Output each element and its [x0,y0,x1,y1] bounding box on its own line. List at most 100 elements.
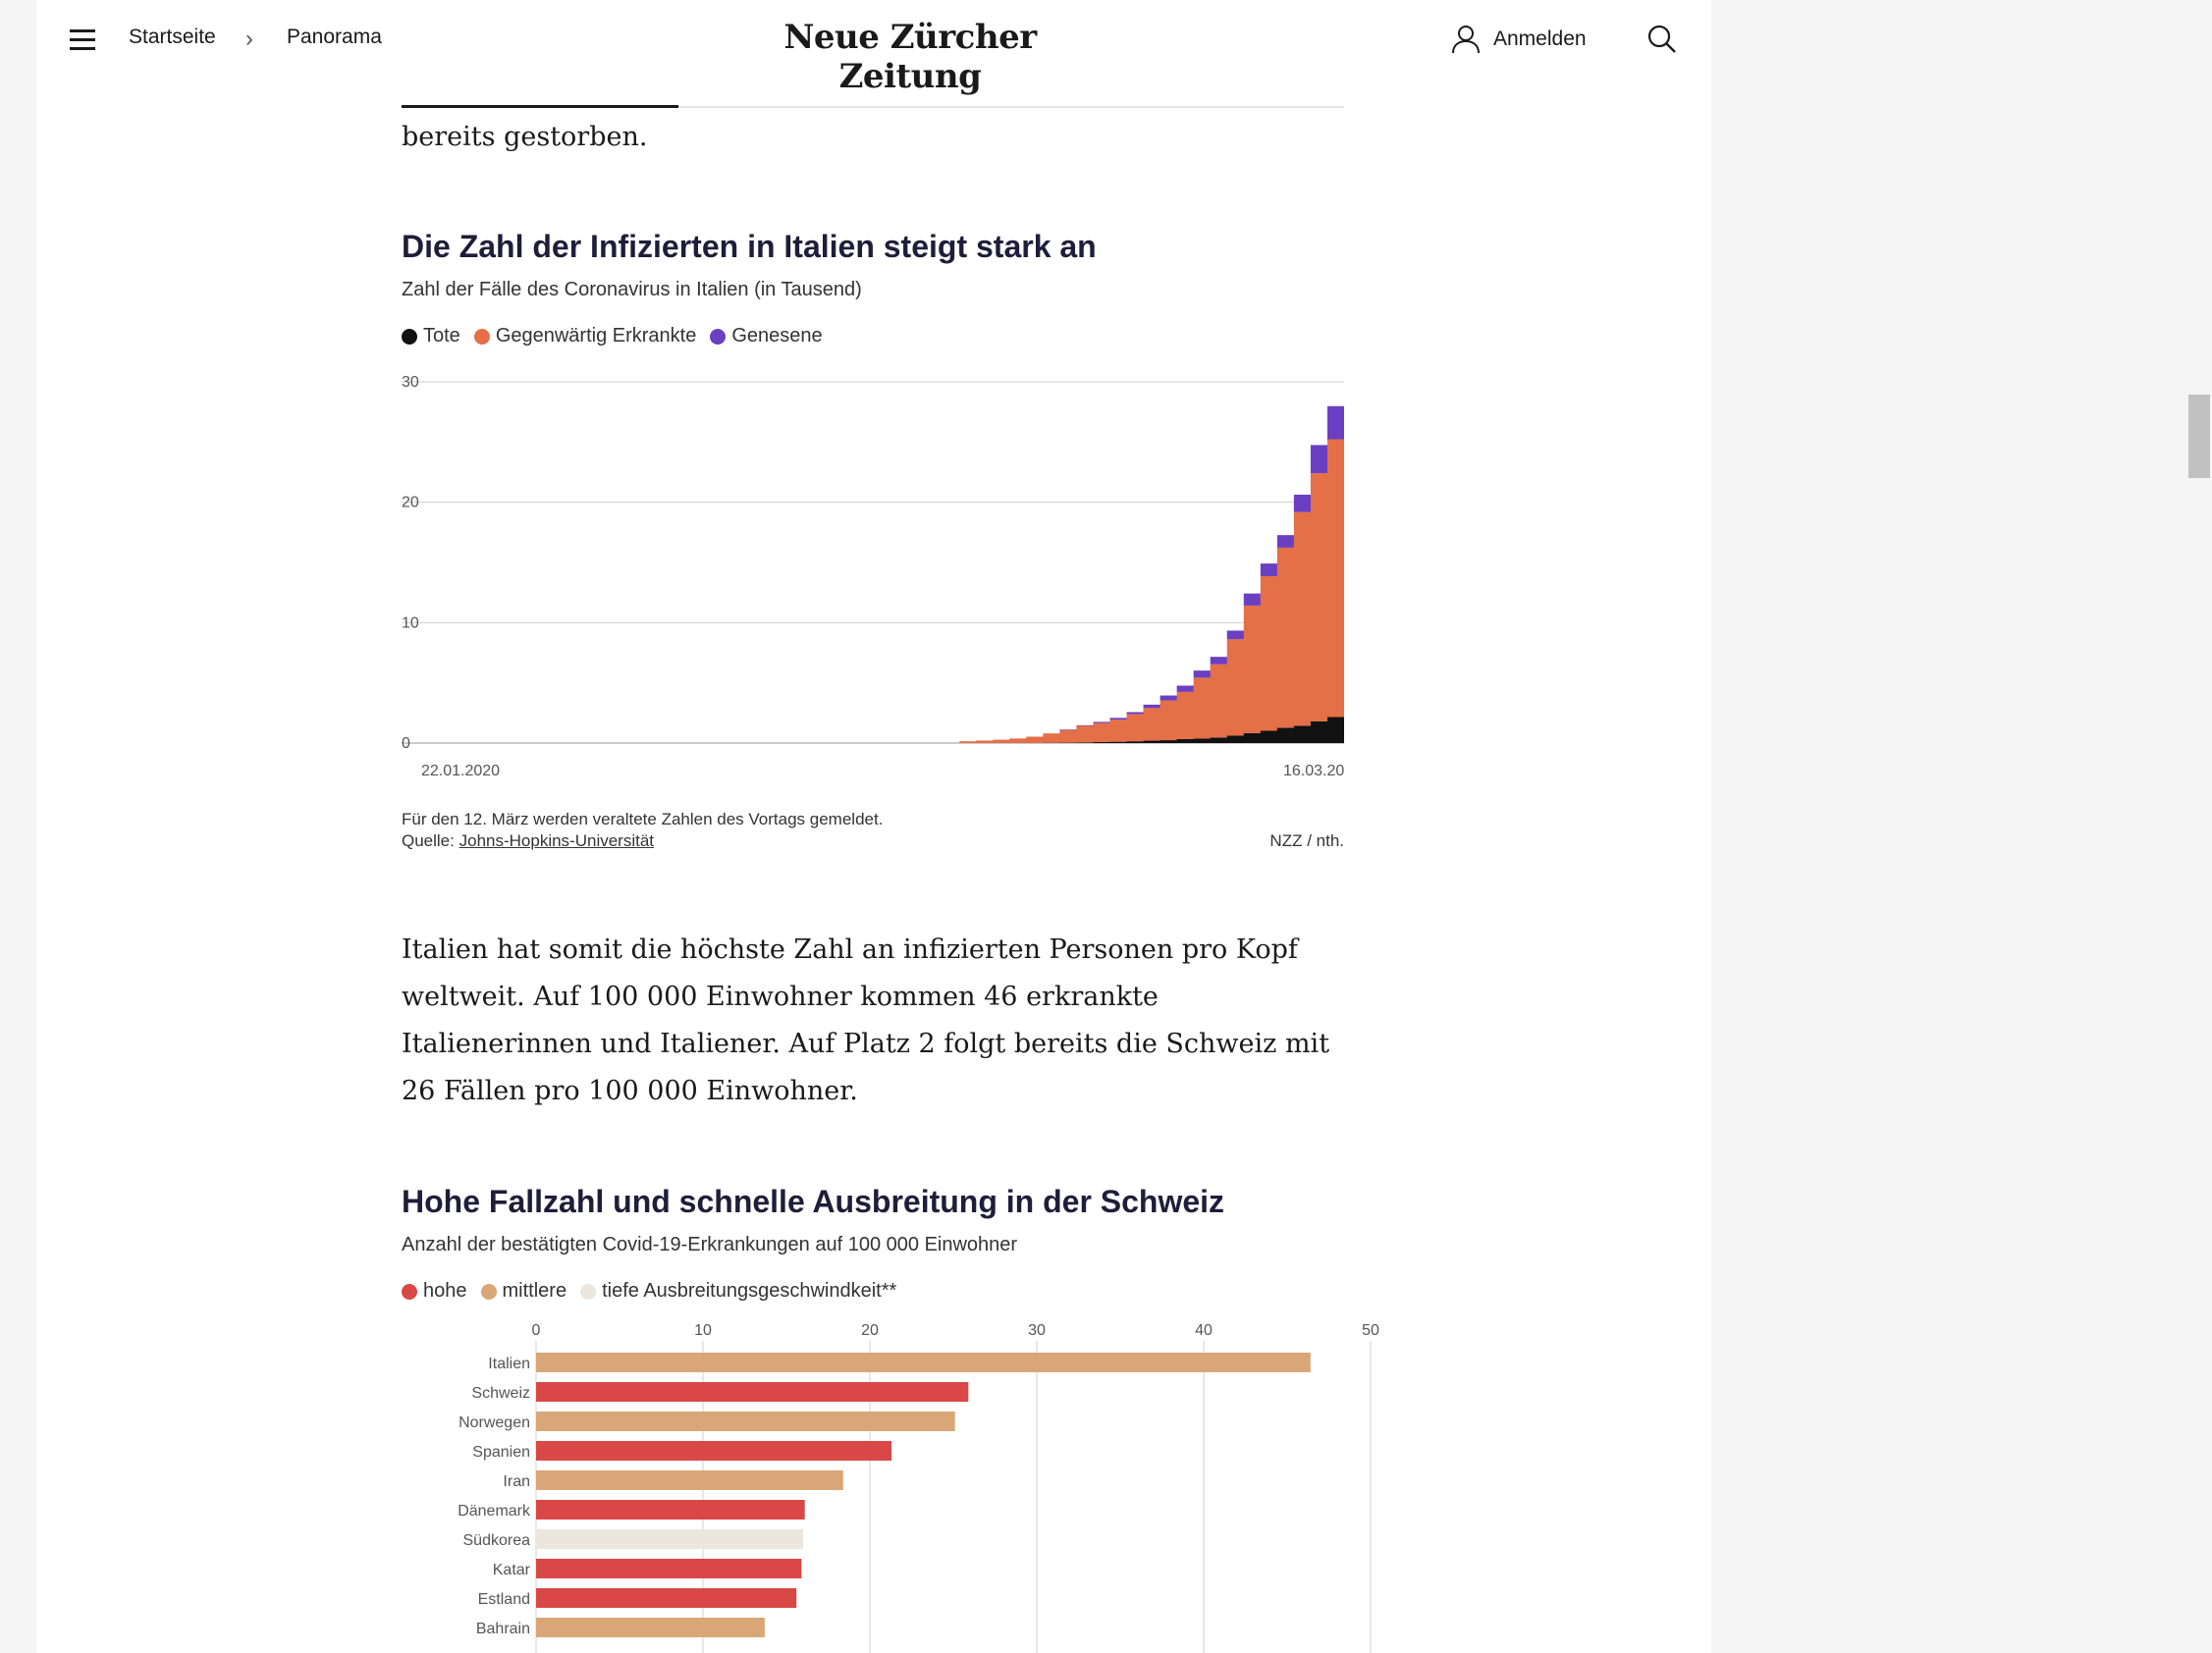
reading-progress-bar [402,105,678,108]
bar-tote [1226,735,1245,743]
legend-item-erkrankte: Gegenwärtig Erkrankte [473,325,696,347]
bar-erkrankte [1109,720,1128,742]
bar-erkrankte [1243,605,1262,733]
chart-switzerland: Hohe Fallzahl und schnelle Ausbreitung i… [402,1184,1344,1303]
article-paragraph: Italien hat somit die höchste Zahl an in… [402,934,1330,1106]
bar [536,1588,797,1608]
bar-genesene [1093,721,1110,723]
bar-tote [1193,738,1212,743]
x-tick-label: 40 [1195,1322,1213,1339]
bar-genesene [1226,630,1245,640]
reading-progress-track [402,106,1344,108]
y-tick-label: 10 [402,614,419,631]
x-tick-label: 0 [532,1322,541,1339]
category-label: Estland [478,1591,530,1608]
nzz-logo[interactable]: Neue Zürcher Zeitung [783,18,1037,96]
bar-erkrankte [1043,733,1060,743]
bar-tote [1143,740,1161,743]
bar [536,1441,892,1461]
bar-tote [1276,727,1295,743]
bar-tote [1160,740,1178,743]
legend-item-genesene: Genesene [710,325,823,347]
x-tick-label: 10 [694,1322,712,1339]
bar-tote [1293,725,1312,743]
bar-erkrankte [1143,708,1161,741]
bar-tote [1093,742,1110,743]
chart-title: Hohe Fallzahl und schnelle Ausbreitung i… [402,1184,1225,1219]
x-tick-label: 22.01.2020 [421,763,500,779]
bar [536,1500,805,1520]
category-label: Katar [493,1562,531,1578]
legend-item-tiefe: tiefe Ausbreitungsgeschwindkeit** [580,1280,896,1303]
chart-italy-plot: 0 10 20 30 22.01.2020 16.03.2020 [402,374,1344,779]
chart-footnote: Für den 12. März werden veraltete Zahlen… [402,810,884,828]
article-text-fragment: bereits gestorben. [402,122,648,152]
bar-tote [1260,730,1278,743]
bar [536,1382,969,1402]
bar-erkrankte [1193,677,1212,739]
bar-erkrankte [1160,700,1178,741]
bar-genesene [1143,704,1161,709]
category-label: Schweiz [471,1385,530,1402]
bar-genesene [1310,445,1328,474]
bar-erkrankte [1026,736,1044,743]
y-tick-label: 0 [402,735,410,752]
bar-genesene [1293,494,1312,512]
chart-subtitle: Zahl der Fälle des Coronavirus in Italie… [402,279,862,300]
chart-legend: hohe mittlere tiefe Ausbreitungsgeschwin… [402,1280,1344,1303]
breadcrumb-panorama[interactable]: Panorama [287,26,382,48]
chart-legend: Tote Gegenwärtig Erkrankte Genesene [402,325,1344,347]
legend-item-tote: Tote [402,325,460,347]
bar-erkrankte [976,740,994,743]
category-label: Italien [488,1356,530,1372]
chart-title: Die Zahl der Infizierten in Italien stei… [402,229,1097,264]
bar-genesene [1126,712,1145,715]
bar-erkrankte [1093,722,1110,743]
bar-erkrankte [1276,547,1295,728]
x-tick-label: 30 [1028,1322,1046,1339]
category-label: Spanien [472,1444,530,1461]
bar-genesene [1193,670,1212,678]
bar-tote [1326,717,1344,743]
login-label: Anmelden [1493,27,1587,50]
source-link[interactable]: Johns-Hopkins-Universität [459,831,655,850]
bar-genesene [1076,724,1094,726]
bar-tote [1109,741,1128,743]
bar-erkrankte [959,741,977,743]
y-tick-label: 20 [402,495,419,511]
bar-genesene [1326,405,1344,440]
x-tick-label: 50 [1362,1322,1379,1339]
bar-erkrankte [1293,511,1312,726]
breadcrumb-home[interactable]: Startseite [129,26,216,48]
bar-erkrankte [1059,729,1077,743]
bar-erkrankte [1176,691,1195,739]
bar-erkrankte [1210,664,1228,738]
bar [536,1559,802,1578]
bar-genesene [1059,729,1077,730]
bar-tote [1310,720,1328,743]
scrollbar-thumb[interactable] [2188,395,2210,478]
bar-tote [1210,737,1228,743]
category-label: Dänemark [458,1503,531,1520]
chart-source: Quelle: Johns-Hopkins-Universität [402,831,655,850]
bar [536,1618,765,1637]
y-tick-label: 30 [402,374,419,391]
bar [536,1470,843,1490]
bar-erkrankte [1076,725,1094,743]
category-label: Iran [503,1473,530,1490]
bar-erkrankte [1326,439,1344,718]
bar [536,1412,955,1431]
user-icon [1452,26,1480,54]
search-icon[interactable] [1646,24,1678,60]
bar-genesene [1260,563,1278,576]
bar-tote [1176,738,1195,743]
bar [536,1529,803,1549]
chart-switzerland-plot: 0 10 20 30 40 50 Italien Schweiz Norwegen Spanien… [458,1322,1379,1653]
menu-icon[interactable] [70,29,95,51]
chevron-right-icon: › [245,26,253,52]
bar-erkrankte [1310,473,1328,721]
login-button[interactable]: Anmelden [1450,20,1587,59]
bar-genesene [1160,695,1178,701]
category-label: Norwegen [459,1414,530,1431]
bar-erkrankte [1126,714,1145,742]
